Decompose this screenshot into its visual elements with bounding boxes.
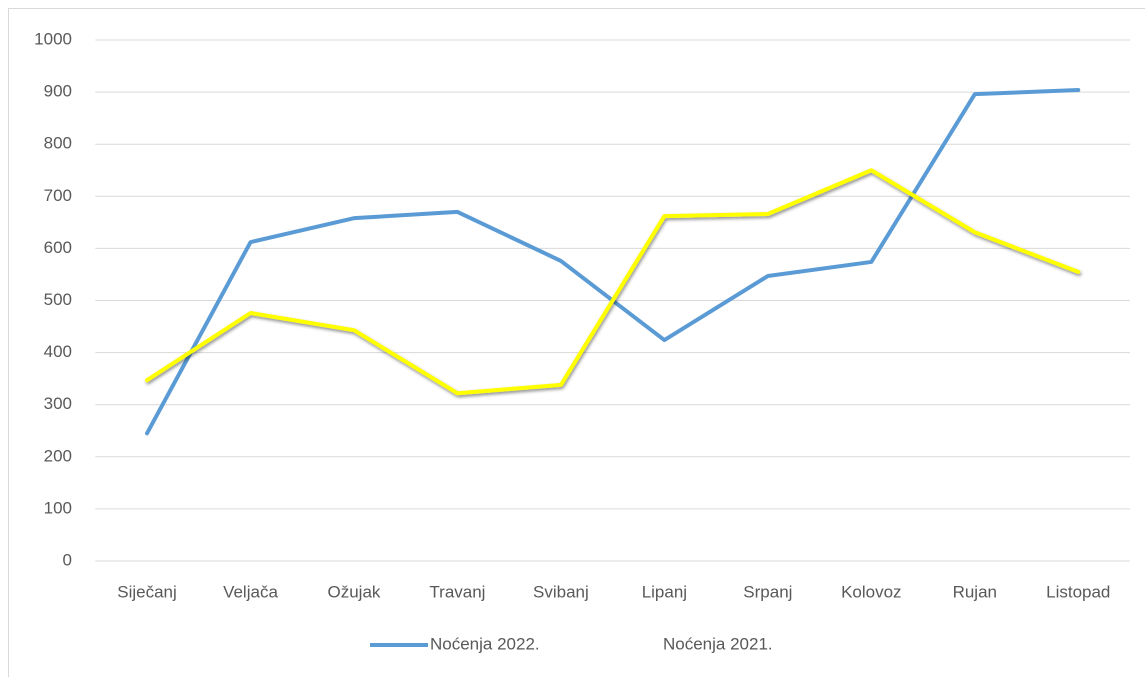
x-tick-label: Svibanj [533, 582, 589, 601]
y-tick-label: 700 [44, 186, 72, 205]
y-tick-label: 800 [44, 134, 72, 153]
legend-label: Noćenja 2021. [663, 634, 773, 653]
chart-frame [8, 8, 1145, 677]
x-tick-label: Kolovoz [841, 582, 901, 601]
x-tick-label: Veljača [223, 582, 278, 601]
y-tick-label: 100 [44, 498, 72, 517]
x-tick-label: Srpanj [743, 582, 792, 601]
y-tick-label: 900 [44, 82, 72, 101]
y-tick-label: 400 [44, 342, 72, 361]
x-tick-label: Travanj [429, 582, 485, 601]
y-tick-label: 1000 [34, 29, 72, 48]
x-tick-label: Siječanj [117, 582, 177, 601]
y-tick-label: 600 [44, 238, 72, 257]
x-tick-label: Rujan [953, 582, 997, 601]
legend-label: Noćenja 2022. [430, 634, 540, 653]
x-tick-label: Ožujak [328, 582, 381, 601]
x-tick-label: Lipanj [642, 582, 687, 601]
y-tick-label: 300 [44, 394, 72, 413]
y-tick-label: 500 [44, 290, 72, 309]
y-tick-label: 0 [63, 550, 72, 569]
x-tick-label: Listopad [1046, 582, 1110, 601]
series-line [145, 168, 1081, 396]
y-tick-label: 200 [44, 446, 72, 465]
